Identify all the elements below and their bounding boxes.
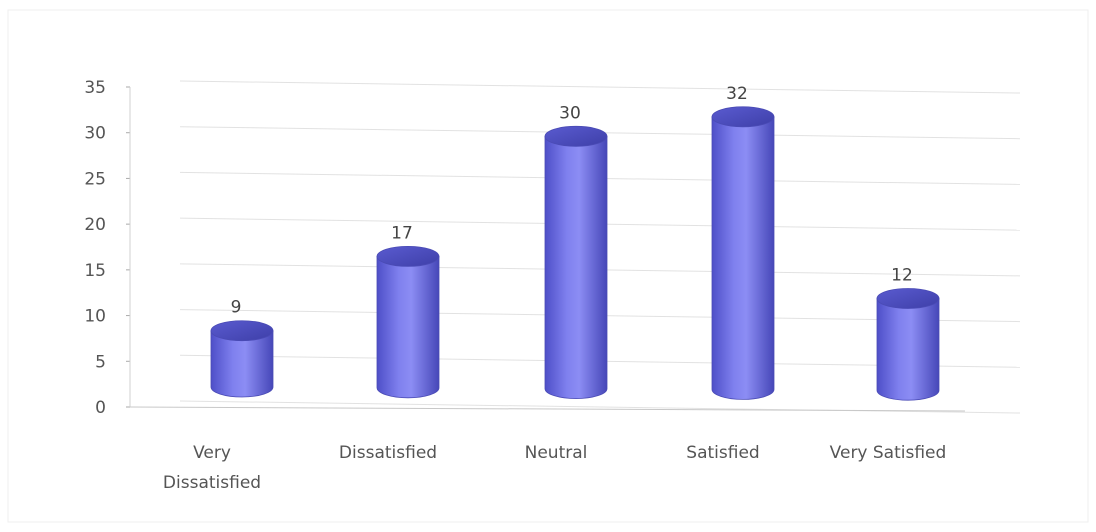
x-tick-label: Neutral xyxy=(525,443,588,463)
data-label: 12 xyxy=(891,265,913,285)
y-tick-label: 0 xyxy=(95,398,106,418)
bar: 12 xyxy=(876,265,940,401)
x-tick-label: Dissatisfied xyxy=(163,473,261,493)
bars: 9 17 30 32 12 xyxy=(210,84,940,401)
bar-top xyxy=(876,288,940,309)
bar: 30 xyxy=(544,103,608,399)
y-tick-label: 15 xyxy=(84,261,106,281)
bar: 32 xyxy=(711,84,775,400)
bar: 9 xyxy=(210,298,274,398)
data-label: 32 xyxy=(726,84,748,104)
bar-top xyxy=(210,320,274,342)
y-tick-label: 10 xyxy=(84,307,106,327)
category-labels: Very Dissatisfied Dissatisfied Neutral Satis… xyxy=(163,443,946,493)
bar: 17 xyxy=(376,223,440,399)
bar-body xyxy=(210,330,274,398)
x-tick-label: Dissatisfied xyxy=(339,443,437,463)
x-tick-label: Very Satisfied xyxy=(830,443,947,463)
data-label: 17 xyxy=(391,223,413,243)
x-tick-label: Very xyxy=(193,443,231,463)
bar-top xyxy=(376,245,440,267)
bar-body xyxy=(711,116,775,400)
bar-top xyxy=(711,106,775,128)
gridline xyxy=(179,80,1021,94)
x-axis-line xyxy=(129,406,966,412)
bar-body xyxy=(876,298,940,401)
data-label: 30 xyxy=(559,103,581,123)
y-tick-label: 5 xyxy=(95,352,106,372)
y-tick-label: 20 xyxy=(84,215,106,235)
data-label: 9 xyxy=(231,298,242,318)
y-axis: 0 5 10 15 20 25 30 35 xyxy=(84,78,966,418)
y-tick-label: 30 xyxy=(84,124,106,144)
y-tick-label: 25 xyxy=(84,169,106,189)
y-tick-label: 35 xyxy=(84,78,106,98)
bar-body xyxy=(376,255,440,399)
bar-body xyxy=(544,135,608,399)
bar-top xyxy=(544,125,608,147)
x-tick-label: Satisfied xyxy=(686,443,759,463)
